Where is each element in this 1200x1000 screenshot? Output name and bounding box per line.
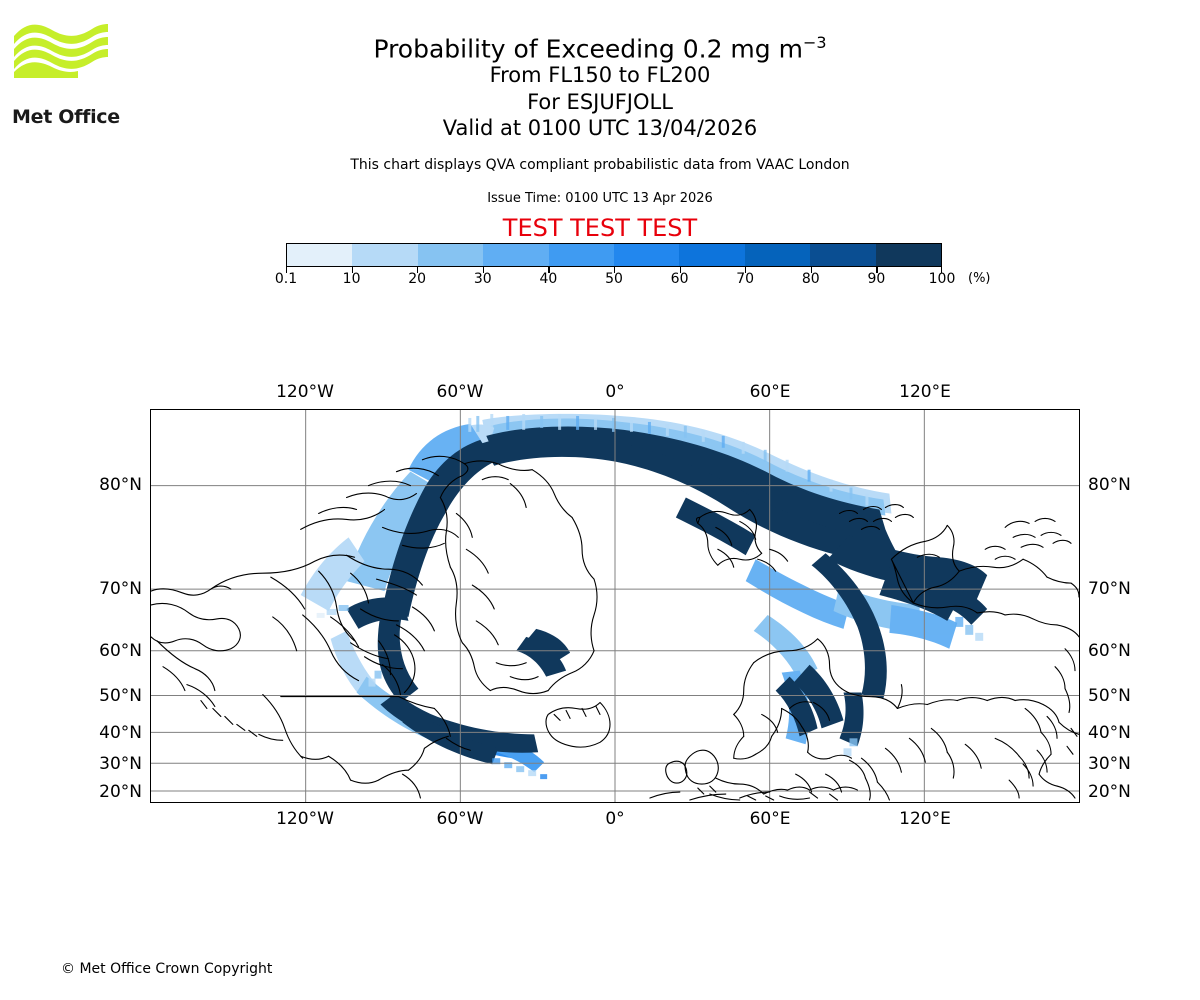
valid-time-subtitle: Valid at 0100 UTC 13/04/2026 bbox=[442, 116, 758, 140]
probability-colorbar: 0.1 10 20 30 40 50 60 70 80 90 100 bbox=[275, 243, 955, 287]
page-title-superscript: −3 bbox=[802, 33, 827, 52]
longitude-tick-label: 60°W bbox=[436, 809, 484, 829]
colorbar-tick bbox=[482, 267, 484, 273]
test-banner: TEST TEST TEST bbox=[502, 214, 698, 242]
ash-plume-field bbox=[300, 413, 988, 780]
latitude-tick-label: 30°N bbox=[1088, 754, 1131, 774]
longitude-tick-label: 0° bbox=[605, 382, 625, 402]
issue-time: Issue Time: 0100 UTC 13 Apr 2026 bbox=[487, 191, 713, 206]
colorbar-tick bbox=[351, 267, 353, 273]
colorbar-ticks bbox=[286, 267, 942, 275]
colorbar-tick bbox=[876, 267, 878, 273]
latitude-tick-label: 60°N bbox=[99, 641, 142, 661]
colorbar-tick-label: 80 bbox=[801, 271, 820, 287]
colorbar-tick-label: 0.1 bbox=[274, 271, 298, 287]
colorbar-segment-9 bbox=[875, 244, 942, 266]
colorbar-tick bbox=[940, 267, 942, 273]
page-title-text: Probability of Exceeding 0.2 mg m bbox=[373, 34, 803, 64]
colorbar-tick bbox=[548, 267, 550, 273]
colorbar-segment-6 bbox=[679, 244, 745, 266]
colorbar-tick bbox=[745, 267, 747, 273]
colorbar-tick bbox=[614, 267, 616, 273]
colorbar-segment-8 bbox=[810, 244, 876, 266]
ash-probability-map[interactable] bbox=[150, 409, 1080, 803]
longitude-tick-label: 120°E bbox=[899, 809, 951, 829]
volcano-subtitle: For ESJUFJOLL bbox=[527, 90, 673, 114]
colorbar-tick-label: 100 bbox=[928, 271, 956, 287]
colorbar-tick-label: 90 bbox=[867, 271, 886, 287]
colorbar-unit-label: (%) bbox=[968, 271, 991, 286]
longitude-tick-label: 60°W bbox=[436, 382, 484, 402]
map-canvas bbox=[151, 410, 1079, 802]
flight-level-subtitle: From FL150 to FL200 bbox=[489, 63, 711, 87]
colorbar-tick-labels: 0.1 10 20 30 40 50 60 70 80 90 100 bbox=[275, 271, 956, 291]
colorbar-tick-label: 20 bbox=[408, 271, 427, 287]
colorbar-tick-label: 30 bbox=[473, 271, 492, 287]
latitude-tick-label: 70°N bbox=[99, 579, 142, 599]
colorbar-segment-2 bbox=[417, 244, 484, 266]
longitude-tick-label: 120°W bbox=[276, 382, 334, 402]
colorbar-tick-label: 40 bbox=[539, 271, 558, 287]
colorbar-tick bbox=[810, 267, 812, 273]
latitude-tick-label: 70°N bbox=[1088, 579, 1131, 599]
longitude-tick-label: 0° bbox=[605, 809, 625, 829]
latitude-tick-label: 20°N bbox=[99, 782, 142, 802]
longitude-tick-label: 120°W bbox=[276, 809, 334, 829]
longitude-tick-label: 60°E bbox=[749, 809, 791, 829]
latitude-tick-label: 80°N bbox=[99, 475, 142, 495]
latitude-tick-label: 30°N bbox=[99, 754, 142, 774]
colorbar-segment-1 bbox=[352, 244, 418, 266]
colorbar-gradient bbox=[286, 243, 942, 267]
latitude-tick-label: 20°N bbox=[1088, 782, 1131, 802]
latitude-tick-label: 40°N bbox=[1088, 723, 1131, 743]
latitude-tick-label: 60°N bbox=[1088, 641, 1131, 661]
colorbar-tick-label: 70 bbox=[736, 271, 755, 287]
copyright-text: © Met Office Crown Copyright bbox=[61, 961, 273, 977]
colorbar-segment-4 bbox=[548, 244, 615, 266]
longitude-tick-label: 60°E bbox=[749, 382, 791, 402]
colorbar-tick bbox=[286, 267, 288, 273]
colorbar-tick-label: 60 bbox=[670, 271, 689, 287]
coastlines bbox=[151, 455, 1079, 801]
colorbar-segment-7 bbox=[744, 244, 811, 266]
latitude-tick-label: 50°N bbox=[1088, 686, 1131, 706]
colorbar-tick bbox=[679, 267, 681, 273]
longitude-tick-label: 120°E bbox=[899, 382, 951, 402]
colorbar-segment-0 bbox=[287, 244, 353, 266]
met-office-logo: Met Office bbox=[12, 20, 120, 128]
latitude-tick-label: 40°N bbox=[99, 723, 142, 743]
colorbar-tick bbox=[417, 267, 419, 273]
colorbar-segment-5 bbox=[614, 244, 680, 266]
latitude-tick-label: 80°N bbox=[1088, 475, 1131, 495]
met-office-wave-icon bbox=[14, 24, 108, 78]
map-gridlines bbox=[151, 410, 1079, 802]
met-office-logo-text: Met Office bbox=[12, 106, 120, 128]
latitude-tick-label: 50°N bbox=[99, 686, 142, 706]
colorbar-segment-3 bbox=[483, 244, 549, 266]
colorbar-tick-label: 50 bbox=[605, 271, 623, 287]
colorbar-tick-label: 10 bbox=[342, 271, 361, 287]
qva-note: This chart displays QVA compliant probab… bbox=[350, 157, 850, 173]
page-title: Probability of Exceeding 0.2 mg m−3 bbox=[0, 26, 1200, 65]
